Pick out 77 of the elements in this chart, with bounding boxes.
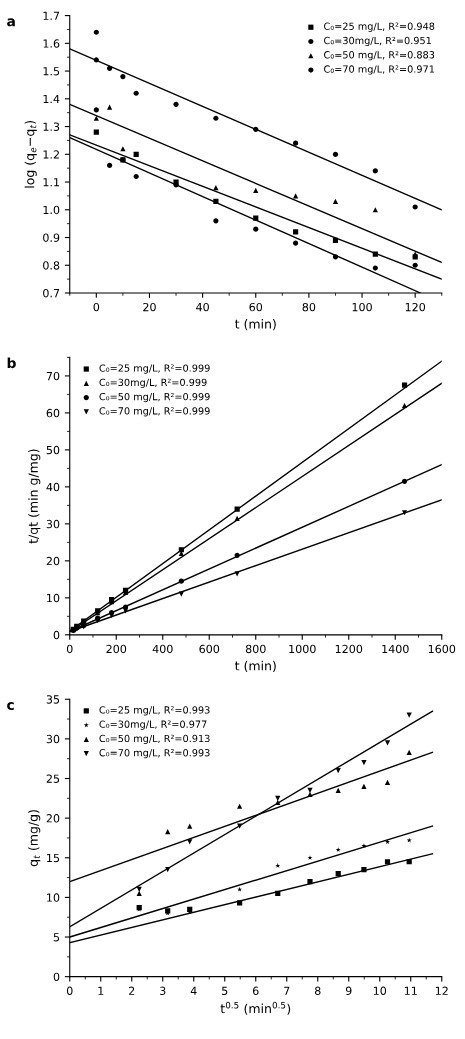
x-tick-label: 0 <box>66 644 73 654</box>
y-tick-label: 70 <box>46 371 60 381</box>
legend-label: C₀=70 mg/L, R²=0.971 <box>324 65 435 75</box>
x-tick-label: 3 <box>160 986 166 995</box>
x-tick-label: 0 <box>66 986 73 995</box>
y-tick-label: 1.5 <box>43 67 60 76</box>
legend-label: C₀=30mg/L, R²=0.951 <box>324 36 431 47</box>
x-tick-label: 1 <box>98 986 104 995</box>
y-tick-label: 1.1 <box>43 178 59 187</box>
x-tick-label: 1000 <box>289 644 316 654</box>
x-tick-label: 200 <box>106 644 127 654</box>
x-tick-label: 5 <box>222 986 228 995</box>
y-tick-label: 0.9 <box>43 233 60 242</box>
chart-title: b <box>7 357 16 369</box>
y-tick-label: 1.4 <box>43 94 60 104</box>
y-tick-label: 20 <box>46 556 60 566</box>
x-axis-title: t$^{0.5}$ (min$^{0.5}$) <box>220 1001 291 1015</box>
x-tick-label: 8 <box>314 986 321 995</box>
x-tick-label: 4 <box>190 986 197 995</box>
y-tick-label: 0.8 <box>43 261 60 270</box>
chart-title: c <box>7 702 14 710</box>
x-tick-label: 6 <box>252 986 259 995</box>
x-tick-label: 1600 <box>428 644 456 654</box>
x-tick-label: 1400 <box>382 644 409 654</box>
legend-label: C₀=70 mg/L, R²=0.999 <box>99 407 210 417</box>
x-tick-label: 9 <box>345 986 352 995</box>
x-tick-label: 2 <box>129 986 135 995</box>
x-axis-title: t (min) <box>234 660 276 673</box>
legend-label: C₀=25 mg/L, R²=0.999 <box>99 364 210 374</box>
x-tick-label: 120 <box>405 302 426 312</box>
y-tick-label: 0 <box>53 630 60 640</box>
y-tick-label: 1.6 <box>43 39 60 48</box>
legend-label: C₀=25 mg/L, R²=0.993 <box>99 706 210 716</box>
y-tick-label: 30 <box>46 519 60 529</box>
chart-title: a <box>7 18 15 27</box>
y-tick-label: 1.3 <box>43 122 60 131</box>
y-tick-label: 25 <box>46 774 60 783</box>
legend-label: C₀=30mg/L, R²=0.977 <box>99 720 207 730</box>
y-tick-label: 10 <box>47 593 60 603</box>
y-tick-label: 1.7 <box>43 11 60 20</box>
x-tick-label: 80 <box>302 302 316 312</box>
x-tick-label: 7 <box>284 986 290 995</box>
x-tick-label: 10 <box>373 986 387 995</box>
y-axis-title: log (q$_{e}$−q$_{t}$) <box>24 120 37 188</box>
x-tick-label: 100 <box>352 302 372 312</box>
x-tick-label: 12 <box>435 986 448 995</box>
y-tick-label: 1.0 <box>43 205 60 215</box>
legend-label: C₀=50 mg/L, R²=0.999 <box>99 392 210 403</box>
y-axis-title: t/qt (min g/mg) <box>28 449 41 544</box>
y-tick-label: 0 <box>53 972 60 982</box>
x-tick-label: 0 <box>93 302 100 312</box>
y-axis-title: q$_{t}$ (mg/g) <box>28 810 41 867</box>
x-tick-label: 60 <box>249 302 263 312</box>
x-tick-label: 1200 <box>335 644 363 654</box>
legend-label: C₀=50 mg/L, R²=0.913 <box>99 734 210 744</box>
y-tick-label: 1.2 <box>43 150 59 159</box>
x-axis-title: t (min) <box>234 319 276 331</box>
x-tick-label: 11 <box>404 986 417 995</box>
y-tick-label: 35 <box>46 695 60 704</box>
y-tick-label: 50 <box>46 445 60 455</box>
x-tick-label: 800 <box>245 644 266 654</box>
x-tick-label: 400 <box>152 644 173 654</box>
y-tick-label: 30 <box>46 734 60 744</box>
x-tick-label: 600 <box>199 644 220 654</box>
legend-label: C₀=70 mg/L, R²=0.993 <box>99 749 210 759</box>
legend-label: C₀=25 mg/L, R²=0.948 <box>324 22 435 32</box>
y-tick-label: 15 <box>47 853 60 863</box>
y-tick-label: 20 <box>46 814 60 823</box>
y-tick-label: 0.7 <box>43 288 60 298</box>
legend-label: C₀=30mg/L, R²=0.999 <box>99 378 207 388</box>
y-tick-label: 40 <box>46 482 60 492</box>
x-tick-label: 40 <box>196 302 209 312</box>
legend-label: C₀=50 mg/L, R²=0.883 <box>324 51 435 61</box>
y-tick-label: 60 <box>46 408 60 418</box>
x-tick-label: 20 <box>143 302 156 312</box>
y-tick-label: 10 <box>47 893 60 902</box>
y-tick-label: 5 <box>53 933 60 942</box>
